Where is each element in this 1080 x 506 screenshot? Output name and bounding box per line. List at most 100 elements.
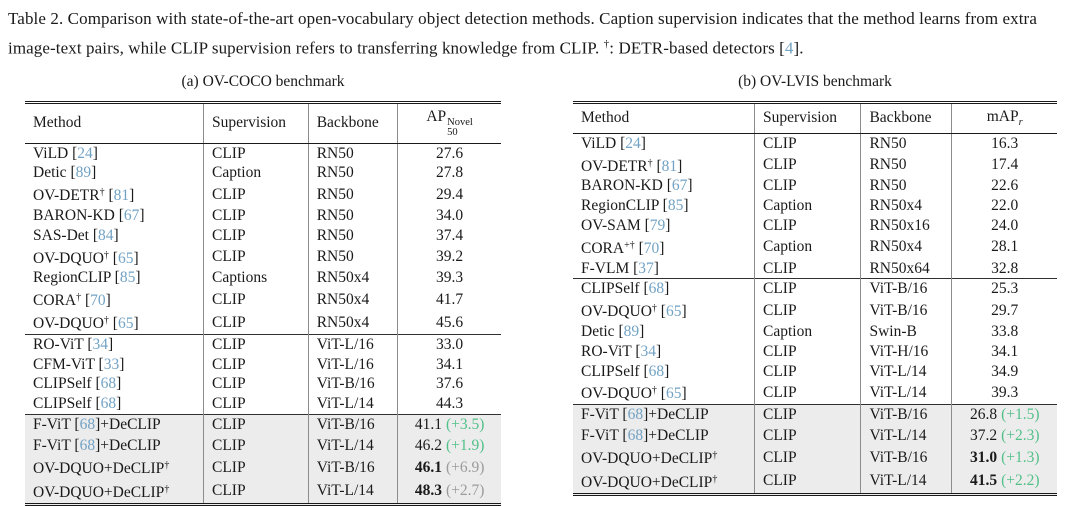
supervision-cell: CLIP [203,225,309,246]
table-row: OV-DQUO+DeCLIP† CLIP ViT-L/14 41.5 (+2.2) [573,469,1057,495]
table-subtitle: (b) OV-LVIS benchmark [738,72,892,90]
metric-value: 34.1 [436,355,464,373]
citation-link[interactable]: 34 [640,342,657,360]
citation-link[interactable]: 68 [648,362,665,380]
citation-link[interactable]: 89 [623,322,640,340]
citation-link[interactable]: 34 [92,335,109,353]
citation-link[interactable]: 24 [77,144,93,162]
method-name: CLIPSelf [33,375,92,393]
method-cell: OV-DQUO† [65] [581,303,687,321]
value-cell: 41.7 [397,288,501,312]
metric-value: 37.6 [436,375,464,393]
citation-link[interactable]: 68 [627,426,644,444]
metric-value: 33.0 [436,335,464,353]
method-name: CLIPSelf [581,280,640,298]
backbone-cell: RN50 [860,153,952,177]
citation-link[interactable]: 68 [79,416,96,434]
method-name: OV-DQUO [33,315,104,333]
backbone-cell: RN50 [860,176,952,197]
table-row: Detic [89] Caption Swin-B 33.8 [573,321,1057,342]
citation-link[interactable]: 84 [98,226,114,244]
metric-value: 33.8 [991,322,1019,340]
citation-link[interactable]: 89 [75,164,92,182]
citation-link[interactable]: 37 [638,259,654,277]
citation-link[interactable]: 65 [665,303,682,321]
citation-link[interactable]: 67 [671,177,688,195]
supervision-cell: CLIP [203,288,309,312]
citation-link[interactable]: 85 [667,197,684,215]
backbone-cell: RN50 [307,245,398,269]
citation-link[interactable]: 79 [649,216,666,234]
citation-link[interactable]: 68 [79,436,96,454]
method-cell: OV-DQUO+DeCLIP† [25,456,204,480]
dagger-symbol: † [76,292,82,304]
backbone-cell: ViT-L/16 [307,334,398,355]
backbone-cell: ViT-B/16 [860,446,952,470]
metric-subscript: 50 [447,126,458,138]
citation-link[interactable]: 33 [103,355,120,373]
citation-link[interactable]: 85 [119,269,136,287]
table-row: ViLD [24] CLIP RN50 27.6 [25,143,501,164]
table-row: OV-DETR† [81] CLIP RN50 17.4 [573,153,1057,177]
method-cell: OV-DQUO† [65] [581,385,687,403]
value-cell: 16.3 [951,133,1057,154]
table-b-host: Method Supervision Backbone mAPr ViLD [24] CL… [573,100,1057,497]
dagger-symbol: † [164,483,170,495]
citation-link[interactable]: 68 [100,375,117,393]
value-cell: 29.4 [397,183,501,207]
supervision-cell: CLIP [203,206,309,226]
delta-badge: (+6.9) [445,458,485,476]
supervision-cell: Caption [753,321,861,342]
supervision-cell: CLIP [753,258,861,279]
method-name: OV-DETR [581,157,648,175]
benchmark-table-a: (a) OV-COCO benchmark Method Supervision B… [25,73,501,506]
citation-link[interactable]: 81 [661,157,678,175]
citation-link[interactable]: 65 [117,315,134,333]
citation-link[interactable]: 81 [113,187,130,205]
table-row: F-ViT [68]+DeCLIP CLIP ViT-B/16 26.8 (+1.5) [573,404,1057,426]
method-cell: F-ViT [68]+DeCLIP [33,416,161,434]
backbone-cell: Swin-B [860,321,952,342]
value-cell: 26.8 (+1.5) [951,404,1057,426]
metric-value: 27.8 [436,164,464,182]
supervision-cell: CLIP [753,153,861,177]
metric-value: 48.3 [414,482,442,500]
value-cell: 48.3 (+2.7) [397,479,501,505]
table-row: CLIPSelf [68] CLIP ViT-B/16 25.3 [573,278,1057,300]
table-row: RO-ViT [34] CLIP ViT-H/16 34.1 [573,341,1057,362]
dagger-symbol: † [712,450,718,462]
value-cell: 34.1 [397,354,501,375]
method-cell: CFM-ViT [33] [33,355,125,373]
citation-link[interactable]: 24 [625,134,641,152]
method-name: OV-DQUO [581,385,652,403]
backbone-cell: RN50x4 [860,235,952,259]
citation-link[interactable]: 70 [90,292,106,310]
supervision-cell: CLIP [753,341,861,362]
method-cell: RegionCLIP [85] [33,269,141,287]
citation-link[interactable]: 68 [627,406,644,424]
citation-link[interactable]: 68 [648,280,665,298]
supervision-cell: CLIP [753,404,861,426]
citation-link[interactable]: 65 [665,385,682,403]
col-header-metric: mAPr [951,102,1057,134]
caption-text-2: : DETR-based detectors [609,38,780,58]
delta-badge: (+1.3) [1001,448,1040,466]
citation-link[interactable]: 65 [117,249,134,267]
supervision-cell: CLIP [753,425,861,447]
citation-link[interactable]: 4 [784,38,794,58]
value-cell: 28.1 [951,235,1057,259]
citation-link[interactable]: 67 [123,207,140,225]
citation-link[interactable]: 68 [100,395,117,413]
value-cell: 41.5 (+2.2) [951,469,1057,495]
backbone-cell: RN50 [307,143,398,164]
highlighted-row-group: F-ViT [68]+DeCLIP CLIP ViT-B/16 41.1 (+3.5) F… [25,414,501,505]
header-row: Method Supervision Backbone AP Novel 50 [25,102,501,144]
metric-value: 39.3 [991,383,1019,401]
table-subtitle: (a) OV-COCO benchmark [181,72,345,90]
metric-value: 39.2 [436,248,464,266]
citation-link[interactable]: 70 [643,239,660,257]
method-cell: RO-ViT [34] [33,335,114,353]
method-suffix: +DeCLIP [648,426,709,444]
method-name: ViLD [581,134,617,152]
supervision-cell: CLIP [203,479,309,505]
